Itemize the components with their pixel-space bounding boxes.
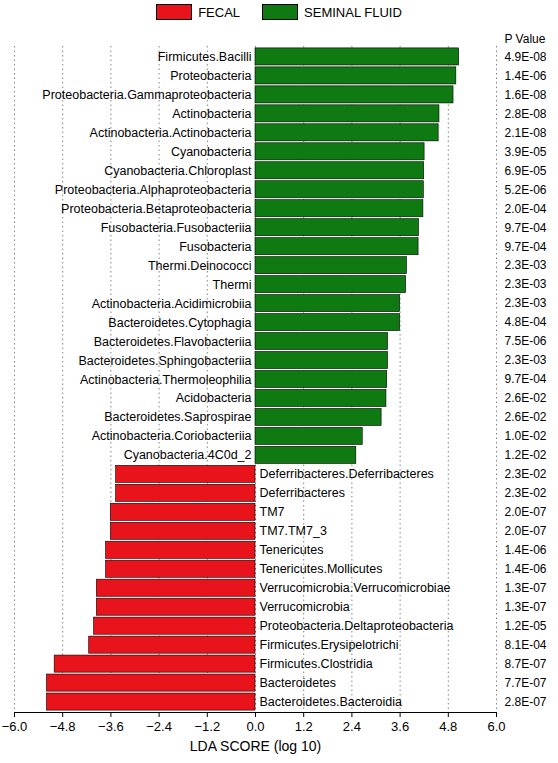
svg-text:2.6E-02: 2.6E-02 — [505, 391, 547, 405]
svg-text:4.8E-04: 4.8E-04 — [505, 315, 547, 329]
svg-text:2.0E-04: 2.0E-04 — [505, 202, 547, 216]
svg-text:7.7E-07: 7.7E-07 — [505, 676, 547, 690]
svg-text:Proteobacteria.Gammaproteobact: Proteobacteria.Gammaproteobacteria — [42, 88, 251, 102]
svg-text:2.0E-07: 2.0E-07 — [505, 524, 547, 538]
svg-text:Actinobacteria.Thermoleophilia: Actinobacteria.Thermoleophilia — [80, 373, 252, 387]
svg-text:1.2: 1.2 — [295, 719, 313, 734]
svg-text:1.2E-05: 1.2E-05 — [505, 619, 547, 633]
svg-text:1.4E-06: 1.4E-06 — [505, 69, 547, 83]
svg-text:8.7E-07: 8.7E-07 — [505, 657, 547, 671]
svg-text:2.3E-02: 2.3E-02 — [505, 486, 547, 500]
svg-text:3.9E-05: 3.9E-05 — [505, 145, 547, 159]
svg-text:7.5E-06: 7.5E-06 — [505, 334, 547, 348]
svg-text:9.7E-04: 9.7E-04 — [505, 221, 547, 235]
svg-text:2.6E-02: 2.6E-02 — [505, 410, 547, 424]
svg-text:6.9E-05: 6.9E-05 — [505, 164, 547, 178]
svg-text:1.3E-07: 1.3E-07 — [505, 581, 547, 595]
svg-text:2.8E-07: 2.8E-07 — [505, 695, 547, 709]
svg-text:TM7: TM7 — [260, 505, 285, 519]
svg-text:LDA SCORE (log 10): LDA SCORE (log 10) — [190, 738, 322, 754]
svg-text:Proteobacteria.Deltaproteobact: Proteobacteria.Deltaproteobacteria — [260, 619, 454, 633]
svg-text:6.0: 6.0 — [487, 719, 505, 734]
svg-text:Acidobacteria: Acidobacteria — [176, 391, 252, 405]
svg-text:Fusobacteria: Fusobacteria — [179, 240, 251, 254]
svg-text:−3.6: −3.6 — [98, 719, 124, 734]
svg-text:Thermi.Deinococci: Thermi.Deinococci — [148, 259, 252, 273]
svg-text:Actinobacteria: Actinobacteria — [172, 107, 251, 121]
svg-text:1.0E-02: 1.0E-02 — [505, 429, 547, 443]
svg-text:1.6E-08: 1.6E-08 — [505, 88, 547, 102]
svg-text:Verrucomicrobia: Verrucomicrobia — [260, 600, 350, 614]
svg-text:5.2E-06: 5.2E-06 — [505, 183, 547, 197]
svg-text:Deferribacteres.Deferribactere: Deferribacteres.Deferribacteres — [260, 467, 434, 481]
svg-text:4.9E-08: 4.9E-08 — [505, 50, 547, 64]
svg-text:Bacteroidetes.Cytophagia: Bacteroidetes.Cytophagia — [108, 316, 251, 330]
svg-text:2.8E-08: 2.8E-08 — [505, 107, 547, 121]
svg-text:8.1E-04: 8.1E-04 — [505, 638, 547, 652]
svg-text:3.6: 3.6 — [391, 719, 409, 734]
svg-text:−4.8: −4.8 — [50, 719, 76, 734]
svg-text:Fusobacteria.Fusobacteriia: Fusobacteria.Fusobacteriia — [101, 221, 252, 235]
svg-text:2.3E-02: 2.3E-02 — [505, 467, 547, 481]
html-text:FECAL: FECAL — [198, 4, 241, 20]
svg-text:Thermi: Thermi — [213, 278, 252, 292]
svg-text:1.4E-06: 1.4E-06 — [505, 543, 547, 557]
svg-text:1.3E-07: 1.3E-07 — [505, 600, 547, 614]
svg-text:Actinobacteria.Acidimicrobiia: Actinobacteria.Acidimicrobiia — [92, 297, 252, 311]
svg-text:1.4E-06: 1.4E-06 — [505, 562, 547, 576]
svg-text:2.1E-08: 2.1E-08 — [505, 126, 547, 140]
svg-text:Actinobacteria.Coriobacteriia: Actinobacteria.Coriobacteriia — [92, 429, 252, 443]
svg-text:Bacteroidetes.Bacteroidia: Bacteroidetes.Bacteroidia — [260, 695, 402, 709]
svg-text:Proteobacteria.Betaproteobacte: Proteobacteria.Betaproteobacteria — [61, 202, 251, 216]
svg-text:0.0: 0.0 — [246, 719, 264, 734]
svg-text:Bacteroidetes.Saprospirae: Bacteroidetes.Saprospirae — [104, 410, 251, 424]
svg-text:2.0E-07: 2.0E-07 — [505, 505, 547, 519]
svg-text:Actinobacteria.Actinobacteria: Actinobacteria.Actinobacteria — [90, 126, 252, 140]
svg-text:Cyanobacteria.Chloroplast: Cyanobacteria.Chloroplast — [104, 164, 252, 178]
svg-text:−6.0: −6.0 — [2, 719, 28, 734]
svg-text:Bacteroidetes: Bacteroidetes — [260, 676, 336, 690]
svg-text:P Value: P Value — [505, 32, 546, 46]
svg-text:Bacteroidetes.Flavobacteriia: Bacteroidetes.Flavobacteriia — [94, 335, 252, 349]
svg-text:1.2E-02: 1.2E-02 — [505, 448, 547, 462]
svg-text:Cyanobacteria.4C0d_2: Cyanobacteria.4C0d_2 — [124, 448, 252, 462]
svg-text:2.3E-03: 2.3E-03 — [505, 277, 547, 291]
svg-text:Firmicutes.Erysipelotrichi: Firmicutes.Erysipelotrichi — [260, 638, 399, 652]
svg-text:2.3E-03: 2.3E-03 — [505, 258, 547, 272]
svg-text:Firmicutes.Clostridia: Firmicutes.Clostridia — [260, 657, 373, 671]
svg-text:Tenericutes: Tenericutes — [260, 543, 324, 557]
svg-text:Cyanobacteria: Cyanobacteria — [171, 145, 252, 159]
svg-text:2.3E-03: 2.3E-03 — [505, 296, 547, 310]
svg-text:−2.4: −2.4 — [146, 719, 172, 734]
svg-text:9.7E-04: 9.7E-04 — [505, 372, 547, 386]
html-text:SEMINAL FLUID: SEMINAL FLUID — [304, 4, 402, 20]
svg-text:9.7E-04: 9.7E-04 — [505, 240, 547, 254]
svg-text:Proteobacteria: Proteobacteria — [170, 69, 251, 83]
svg-text:Verrucomicrobia.Verrucomicrobi: Verrucomicrobia.Verrucomicrobiae — [260, 581, 451, 595]
svg-text:TM7.TM7_3: TM7.TM7_3 — [260, 524, 327, 538]
svg-text:Firmicutes.Bacilli: Firmicutes.Bacilli — [158, 50, 252, 64]
svg-text:2.4: 2.4 — [343, 719, 361, 734]
svg-text:Tenericutes.Mollicutes: Tenericutes.Mollicutes — [260, 562, 383, 576]
svg-text:Proteobacteria.Alphaproteobact: Proteobacteria.Alphaproteobacteria — [55, 183, 252, 197]
svg-text:Bacteroidetes.Sphingobacteriia: Bacteroidetes.Sphingobacteriia — [78, 354, 251, 368]
svg-text:2.3E-03: 2.3E-03 — [505, 353, 547, 367]
svg-text:Deferribacteres: Deferribacteres — [260, 486, 345, 500]
svg-text:4.8: 4.8 — [439, 719, 457, 734]
svg-text:−1.2: −1.2 — [194, 719, 220, 734]
